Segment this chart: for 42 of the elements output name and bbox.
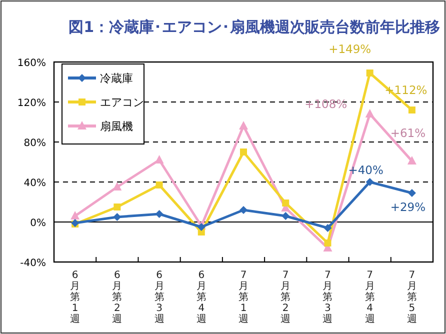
chart-title: 図1：冷蔵庫･エアコン･扇風機週次販売台数前年比推移 xyxy=(68,18,440,36)
y-tick-label: 120% xyxy=(17,98,46,109)
point xyxy=(282,212,290,220)
point xyxy=(366,70,374,76)
data-label: +149% xyxy=(328,42,372,56)
point xyxy=(113,213,122,221)
legend-label: エアコン xyxy=(100,96,144,109)
x-tick-label: 7月第3週 xyxy=(322,270,333,325)
point xyxy=(324,240,332,246)
data-label: +40% xyxy=(348,163,384,177)
data-label: +108% xyxy=(304,97,348,111)
point xyxy=(240,206,248,214)
point xyxy=(240,148,247,156)
x-tick-label: 6月第3週 xyxy=(154,270,164,325)
y-tick-label: -40% xyxy=(20,258,46,269)
point xyxy=(407,156,416,164)
x-tick-label: 6月第4週 xyxy=(196,270,206,325)
data-label: +29% xyxy=(390,200,426,214)
point xyxy=(155,210,164,218)
x-tick-label: 7月第2週 xyxy=(280,270,291,325)
data-label: +61% xyxy=(390,126,426,140)
point xyxy=(324,224,332,232)
point xyxy=(70,211,80,220)
y-tick-label: 0% xyxy=(30,218,46,229)
point xyxy=(114,204,121,210)
legend-label: 扇風機 xyxy=(100,120,133,133)
y-tick-label: 160% xyxy=(17,58,46,69)
point xyxy=(365,109,374,118)
x-tick-label: 7月第1週 xyxy=(238,270,248,325)
point xyxy=(156,182,163,188)
y-tick-label: 40% xyxy=(24,178,46,189)
x-tick-label: 7月第5週 xyxy=(406,270,417,325)
legend-label: 冷蔵庫 xyxy=(100,72,133,85)
point xyxy=(408,106,416,114)
x-tick-label: 6月第1週 xyxy=(70,270,80,325)
point xyxy=(408,189,416,197)
x-tick-label: 6月第2週 xyxy=(112,270,122,325)
point xyxy=(282,200,290,206)
point xyxy=(366,178,374,186)
y-tick-label: 80% xyxy=(24,138,46,149)
point xyxy=(239,121,248,130)
x-tick-label: 7月第4週 xyxy=(364,270,375,325)
